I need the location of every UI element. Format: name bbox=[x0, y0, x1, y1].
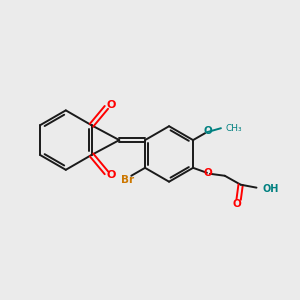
Text: O: O bbox=[204, 168, 212, 178]
Text: O: O bbox=[232, 200, 241, 209]
Text: OH: OH bbox=[262, 184, 279, 194]
Text: Br: Br bbox=[121, 175, 134, 185]
Text: O: O bbox=[204, 126, 212, 136]
Text: O: O bbox=[107, 170, 116, 180]
Text: CH₃: CH₃ bbox=[226, 124, 242, 133]
Text: O: O bbox=[107, 100, 116, 110]
